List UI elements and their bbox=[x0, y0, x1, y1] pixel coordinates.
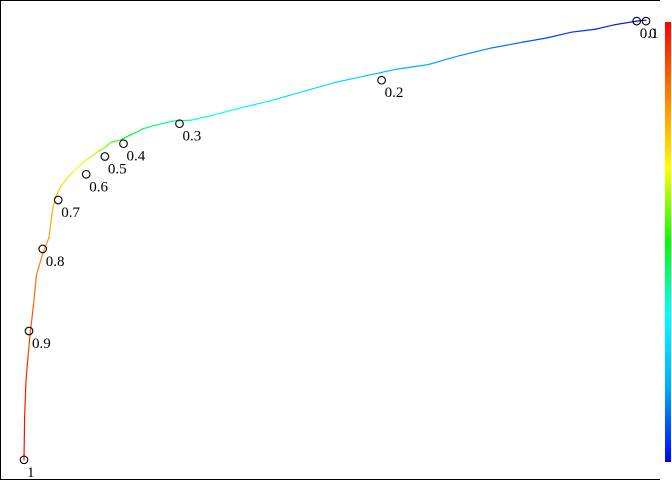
cutoff-label: 0.2 bbox=[385, 85, 404, 101]
cutoff-label: 0.6 bbox=[89, 179, 108, 195]
roc-curve bbox=[23, 19, 647, 461]
cutoff-label: 0.9 bbox=[32, 336, 51, 352]
roc-curve-segment bbox=[97, 147, 106, 152]
roc-curve-segment bbox=[570, 28, 597, 33]
roc-curve-segment bbox=[135, 128, 143, 134]
roc-curve-segment bbox=[545, 31, 573, 39]
cutoff-marker bbox=[24, 326, 34, 336]
cutoff-label: 0.8 bbox=[46, 254, 65, 270]
roc-curve-segment bbox=[119, 134, 131, 141]
roc-curve-segment bbox=[489, 41, 523, 49]
roc-curve-segment bbox=[73, 164, 81, 172]
cutoff-marker bbox=[81, 169, 91, 179]
roc-curve-segment bbox=[210, 107, 243, 117]
cutoff-marker bbox=[38, 244, 48, 254]
roc-curve-segment bbox=[25, 359, 29, 383]
roc-curve-segment bbox=[396, 63, 429, 70]
cutoff-marker bbox=[100, 152, 110, 161]
roc-curve-segment bbox=[636, 19, 647, 22]
roc-curve-segment bbox=[520, 37, 548, 44]
cutoff-label: 0.7 bbox=[61, 205, 80, 221]
roc-curve-segment bbox=[595, 24, 616, 30]
roc-curve-segment bbox=[23, 417, 26, 461]
roc-curve-segment bbox=[334, 75, 367, 84]
roc-curve-segment bbox=[458, 47, 492, 57]
roc-curve-segment bbox=[24, 381, 27, 419]
cutoff-marker bbox=[175, 119, 184, 129]
roc-curve-segment bbox=[57, 185, 62, 193]
roc-curve-segment bbox=[154, 120, 174, 127]
roc-curve-segment bbox=[32, 274, 38, 308]
cutoff-label: 1 bbox=[27, 465, 35, 480]
roc-curve-segment bbox=[79, 159, 87, 166]
roc-curve-segment bbox=[35, 252, 44, 277]
roc-curve-segment bbox=[60, 177, 69, 187]
roc-curve-segment bbox=[129, 132, 137, 136]
roc-curve-segment bbox=[191, 115, 212, 121]
roc-curve-segment bbox=[427, 55, 460, 66]
colorbar bbox=[665, 22, 671, 462]
cutoff-label: 0.4 bbox=[127, 149, 146, 165]
cutoff-marker bbox=[377, 75, 386, 85]
cutoff-marker bbox=[53, 195, 63, 205]
cutoff-markers bbox=[19, 16, 651, 465]
roc-curve-segment bbox=[29, 306, 34, 334]
roc-curve-segment bbox=[85, 155, 94, 161]
cutoff-marker bbox=[641, 16, 651, 26]
roc-curve-segment bbox=[91, 150, 100, 157]
roc-curve-segment bbox=[303, 81, 336, 92]
roc-curve-segment bbox=[104, 141, 112, 149]
cutoff-marker bbox=[119, 139, 128, 149]
roc-curve-segment bbox=[110, 139, 122, 143]
cutoff-label: 0.1 bbox=[640, 26, 659, 42]
roc-curve-segment bbox=[27, 332, 31, 361]
roc-curve-segment bbox=[42, 237, 50, 254]
roc-curve-segment bbox=[241, 99, 274, 109]
roc-curve-segment bbox=[66, 170, 75, 179]
cutoff-marker bbox=[632, 16, 642, 26]
roc-curve-segment bbox=[48, 212, 53, 239]
cutoff-marker bbox=[19, 455, 29, 465]
cutoff-label: 0.3 bbox=[183, 129, 202, 145]
cutoff-label: 0 bbox=[649, 26, 657, 42]
roc-curve-segment bbox=[365, 68, 398, 77]
roc-curve-segment bbox=[141, 124, 156, 130]
cutoff-labels: 0.10 0.2 0.3 0.40.50.6 0.7 0.8 0.9 1 bbox=[27, 26, 658, 480]
cutoff-label: 0.5 bbox=[108, 162, 127, 178]
roc-curve-segment bbox=[272, 90, 305, 101]
